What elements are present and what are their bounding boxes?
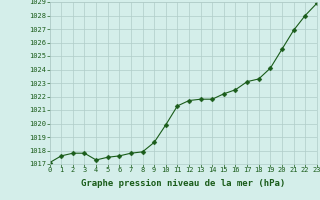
X-axis label: Graphe pression niveau de la mer (hPa): Graphe pression niveau de la mer (hPa) xyxy=(81,179,285,188)
